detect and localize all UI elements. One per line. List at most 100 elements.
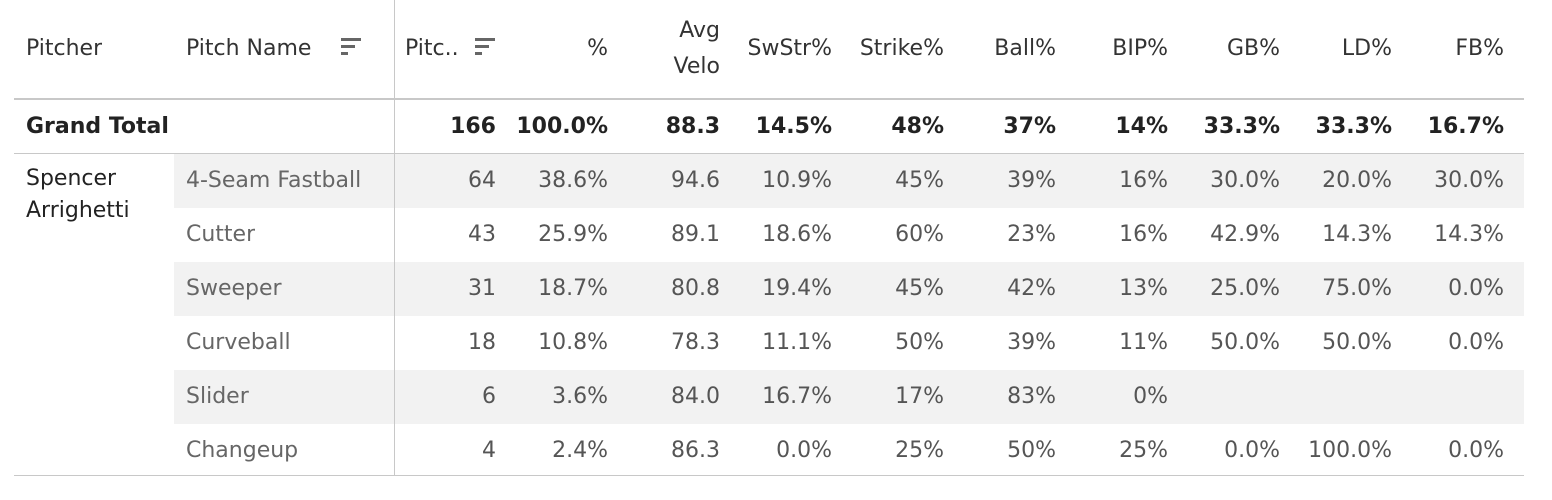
cell-pitches: 43 xyxy=(468,222,496,247)
cell-avg-velo: 78.3 xyxy=(671,330,720,355)
header-pitch-name[interactable]: Pitch Name xyxy=(186,36,312,61)
cell-avg-velo: 80.8 xyxy=(671,276,720,301)
cell-pct: 3.6% xyxy=(552,384,608,409)
cell-swstr: 0.0% xyxy=(776,438,832,463)
cell-fb: 0.0% xyxy=(1448,438,1504,463)
cell-ld: 20.0% xyxy=(1322,168,1392,193)
cell-pct: 25.9% xyxy=(538,222,608,247)
cell-ld xyxy=(1292,370,1392,424)
cell-swstr: 11.1% xyxy=(762,330,832,355)
cell-ball: 23% xyxy=(1007,222,1056,247)
grand-total-row[interactable]: Grand Total 166 100.0% 88.3 14.5% 48% 37… xyxy=(0,100,1524,154)
column-divider xyxy=(394,0,395,476)
cell-ball: 39% xyxy=(1007,330,1056,355)
header-row: Pitcher Pitch Name Pitc.. % Avg Velo SwS… xyxy=(0,0,1524,98)
cell-strike: 25% xyxy=(895,438,944,463)
cell-pitches: 166 xyxy=(450,114,496,139)
header-ball[interactable]: Ball% xyxy=(994,36,1056,61)
cell-gb: 0.0% xyxy=(1224,438,1280,463)
cell-swstr: 19.4% xyxy=(762,276,832,301)
cell-fb: 0.0% xyxy=(1448,276,1504,301)
cell-avg-velo: 88.3 xyxy=(665,114,720,139)
cell-pitches: 6 xyxy=(482,384,496,409)
cell-strike: 48% xyxy=(891,114,944,139)
cell-strike: 17% xyxy=(895,384,944,409)
cell-pct: 10.8% xyxy=(538,330,608,355)
pitcher-name-last[interactable]: Arrighetti xyxy=(26,198,130,223)
cell-gb: 25.0% xyxy=(1210,276,1280,301)
header-swstr[interactable]: SwStr% xyxy=(747,36,833,61)
row-shading xyxy=(174,370,1524,424)
cell-swstr: 16.7% xyxy=(762,384,832,409)
cell-strike: 60% xyxy=(895,222,944,247)
cell-pct: 18.7% xyxy=(538,276,608,301)
sort-icon[interactable] xyxy=(475,38,497,60)
total-divider xyxy=(14,153,1524,154)
table-row[interactable]: Changeup 4 2.4% 86.3 0.0% 25% 50% 25% 0.0% 100.0%… xyxy=(0,424,1524,478)
cell-fb: 0.0% xyxy=(1448,330,1504,355)
sort-icon[interactable] xyxy=(341,38,363,60)
cell-fb: 16.7% xyxy=(1427,114,1504,139)
cell-gb: 30.0% xyxy=(1210,168,1280,193)
table-row[interactable]: Cutter 43 25.9% 89.1 18.6% 60% 23% 16% 42.9% 14.3… xyxy=(0,208,1524,262)
cell-ball: 42% xyxy=(1007,276,1056,301)
cell-gb: 42.9% xyxy=(1210,222,1280,247)
grand-total-label: Grand Total xyxy=(26,114,169,139)
cell-fb: 14.3% xyxy=(1434,222,1504,247)
cell-bip: 14% xyxy=(1115,114,1168,139)
cell-bip: 0% xyxy=(1133,384,1168,409)
cell-ld: 33.3% xyxy=(1315,114,1392,139)
cell-fb: 30.0% xyxy=(1434,168,1504,193)
cell-ball: 37% xyxy=(1003,114,1056,139)
cell-avg-velo: 94.6 xyxy=(671,168,720,193)
cell-strike: 50% xyxy=(895,330,944,355)
pitcher-name-first[interactable]: Spencer xyxy=(26,166,117,191)
header-bip[interactable]: BIP% xyxy=(1112,36,1168,61)
cell-pitch-name: Curveball xyxy=(186,330,291,355)
cell-bip: 25% xyxy=(1119,438,1168,463)
header-fb[interactable]: FB% xyxy=(1455,36,1504,61)
cell-pct: 2.4% xyxy=(552,438,608,463)
cell-swstr: 10.9% xyxy=(762,168,832,193)
cell-pitch-name: Changeup xyxy=(186,438,299,463)
cell-ball: 50% xyxy=(1007,438,1056,463)
cell-pct: 38.6% xyxy=(538,168,608,193)
cell-pitches: 64 xyxy=(468,168,496,193)
cell-bip: 11% xyxy=(1119,330,1168,355)
cell-bip: 13% xyxy=(1119,276,1168,301)
header-gb[interactable]: GB% xyxy=(1226,36,1280,61)
cell-pitches: 4 xyxy=(482,438,496,463)
table-row[interactable]: Sweeper 31 18.7% 80.8 19.4% 45% 42% 13% 25.0% 75.… xyxy=(0,262,1524,316)
table-row[interactable]: 4-Seam Fastball 64 38.6% 94.6 10.9% 45% 39% 16%… xyxy=(0,154,1524,208)
cell-gb xyxy=(1180,370,1280,424)
cell-pitches: 31 xyxy=(468,276,496,301)
table-row[interactable]: Slider 6 3.6% 84.0 16.7% 17% 83% 0% xyxy=(0,370,1524,424)
cell-ld: 75.0% xyxy=(1322,276,1392,301)
cell-pitch-name: Sweeper xyxy=(186,276,282,301)
cell-avg-velo: 89.1 xyxy=(671,222,720,247)
header-pitches[interactable]: Pitc.. xyxy=(405,36,459,61)
row-shading xyxy=(174,262,1524,316)
cell-gb: 33.3% xyxy=(1203,114,1280,139)
header-divider xyxy=(14,98,1524,100)
cell-avg-velo: 84.0 xyxy=(671,384,720,409)
cell-bip: 16% xyxy=(1119,222,1168,247)
cell-fb xyxy=(1404,370,1504,424)
table-row[interactable]: Curveball 18 10.8% 78.3 11.1% 50% 39% 11% 50.0% 5… xyxy=(0,316,1524,370)
cell-pitches: 18 xyxy=(468,330,496,355)
cell-pitch-name: Cutter xyxy=(186,222,256,247)
cell-ld: 14.3% xyxy=(1322,222,1392,247)
header-avg-velo-line1[interactable]: Avg xyxy=(679,18,720,43)
cell-swstr: 18.6% xyxy=(762,222,832,247)
cell-ld: 50.0% xyxy=(1322,330,1392,355)
cell-pitch-name: 4-Seam Fastball xyxy=(186,168,362,193)
header-strike[interactable]: Strike% xyxy=(859,36,944,61)
cell-ball: 83% xyxy=(1007,384,1056,409)
header-ld[interactable]: LD% xyxy=(1341,36,1392,61)
header-avg-velo-line2[interactable]: Velo xyxy=(673,54,720,79)
header-pitcher[interactable]: Pitcher xyxy=(26,36,103,61)
header-pct[interactable]: % xyxy=(587,36,608,61)
bottom-border xyxy=(14,475,1524,476)
cell-avg-velo: 86.3 xyxy=(671,438,720,463)
cell-strike: 45% xyxy=(895,168,944,193)
